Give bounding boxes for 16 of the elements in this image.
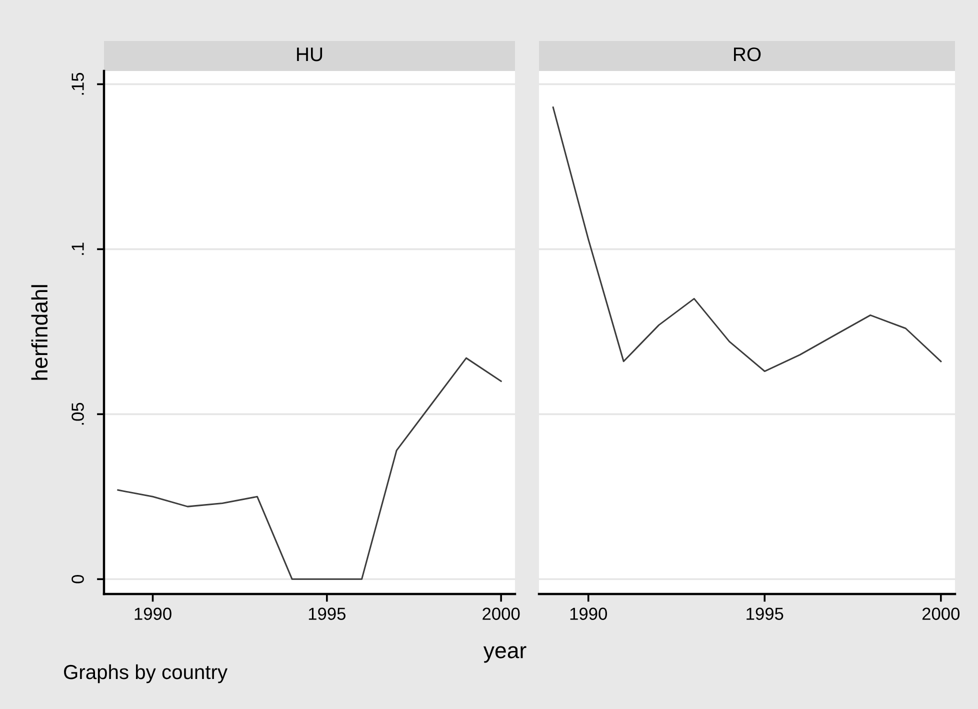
x-tick-label: 2000 bbox=[922, 608, 960, 620]
y-tick-label: .1 bbox=[72, 242, 84, 255]
x-tick-label: 1990 bbox=[570, 608, 607, 620]
y-tick-label: .05 bbox=[72, 402, 84, 425]
x-tick-label: 2000 bbox=[482, 608, 520, 620]
x-axis-title: year bbox=[483, 646, 526, 663]
y-axis-title: herfindahl bbox=[31, 285, 48, 380]
line-series bbox=[117, 357, 502, 580]
chart-title: HU bbox=[297, 48, 322, 62]
x-tick-label: 1990 bbox=[134, 608, 172, 620]
y-tick-label: 0 bbox=[72, 575, 84, 584]
x-tick-label: 1995 bbox=[746, 608, 784, 620]
text: Graphs by country bbox=[64, 664, 228, 684]
chart-title: RO bbox=[734, 47, 761, 62]
x-tick-label: 1995 bbox=[308, 608, 346, 620]
y-tick-label: .15 bbox=[72, 72, 84, 95]
